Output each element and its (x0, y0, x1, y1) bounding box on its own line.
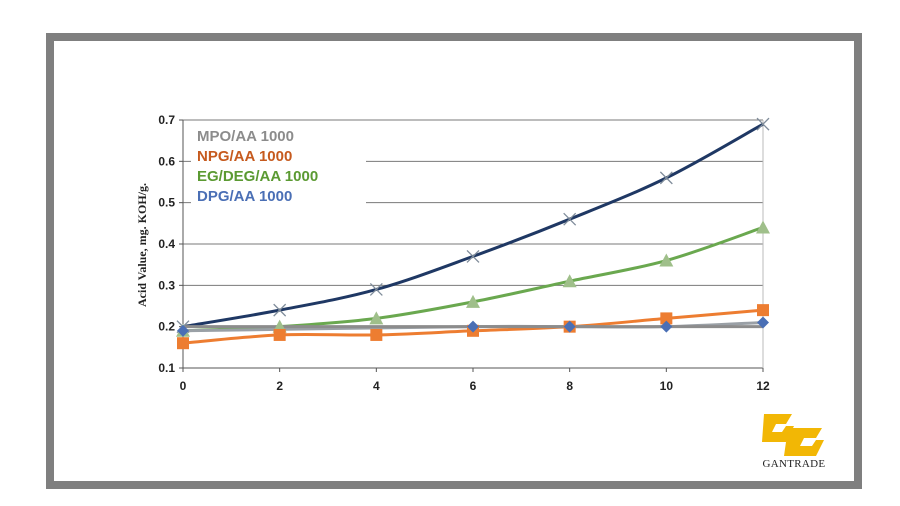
x-marker-stroke (659, 171, 673, 185)
y-tick-label: 0.5 (158, 196, 175, 210)
x-marker (466, 249, 480, 263)
y-tick-label: 0.2 (158, 320, 175, 334)
x-tick-label: 8 (566, 379, 573, 393)
triangle-marker (756, 220, 770, 234)
triangle-marker (659, 253, 674, 267)
x-marker-stroke (756, 117, 770, 131)
x-marker (369, 283, 383, 296)
triangle-marker (369, 311, 384, 325)
x-marker (659, 171, 673, 185)
x-tick-label: 4 (373, 379, 380, 393)
x-marker-stroke (273, 303, 287, 317)
legend-background (191, 124, 366, 214)
legend-entry: MPO/AA 1000 (197, 128, 294, 145)
gantrade-gc-logo-icon (762, 414, 824, 456)
x-tick-label: 0 (180, 379, 187, 393)
series-markers (176, 117, 770, 350)
legend-entry: DPG/AA 1000 (197, 188, 292, 205)
y-tick-label: 0.7 (158, 113, 175, 127)
triangle-marker (562, 274, 577, 288)
diamond-marker (563, 320, 576, 333)
diamond-marker (467, 320, 479, 333)
y-axis-label: Acid Value, mg. KOH/g. (135, 183, 149, 307)
square-marker (177, 337, 189, 350)
x-tick-labels: 0 2 4 6 8 10 12 (180, 379, 770, 393)
gantrade-logo-text: GANTRADE (762, 458, 826, 470)
triangle-marker (466, 294, 480, 308)
diamond-marker (177, 324, 189, 337)
x-tick-label: 6 (470, 379, 477, 393)
x-marker-stroke (369, 283, 383, 296)
x-marker (563, 212, 577, 226)
y-tick-label: 0.4 (158, 237, 175, 251)
series-line-1 (182, 226, 764, 333)
x-tick-label: 12 (756, 379, 770, 393)
y-tick-label: 0.1 (158, 361, 175, 375)
diamond-marker (757, 316, 769, 329)
y-tick-label: 0.3 (158, 278, 175, 292)
legend-entry: EG/DEG/AA 1000 (197, 168, 318, 185)
square-marker (370, 328, 383, 341)
diamond-marker (660, 320, 673, 333)
x-tick-label: 10 (660, 379, 674, 393)
x-marker-stroke (466, 249, 480, 263)
y-tick-labels: 0.1 0.2 0.3 0.4 0.5 0.6 0.7 (158, 113, 175, 375)
x-marker (756, 117, 770, 131)
square-marker (273, 328, 286, 341)
x-marker (273, 303, 287, 317)
square-marker (757, 304, 769, 317)
x-tick-label: 2 (276, 379, 283, 393)
square-marker (660, 312, 673, 325)
x-marker-stroke (563, 212, 577, 226)
legend: MPO/AA 1000 NPG/AA 1000 EG/DEG/AA 1000 DPG/… (191, 124, 366, 214)
chart-frame (46, 33, 862, 489)
y-tick-label: 0.6 (158, 154, 175, 168)
legend-entry: NPG/AA 1000 (197, 148, 292, 165)
